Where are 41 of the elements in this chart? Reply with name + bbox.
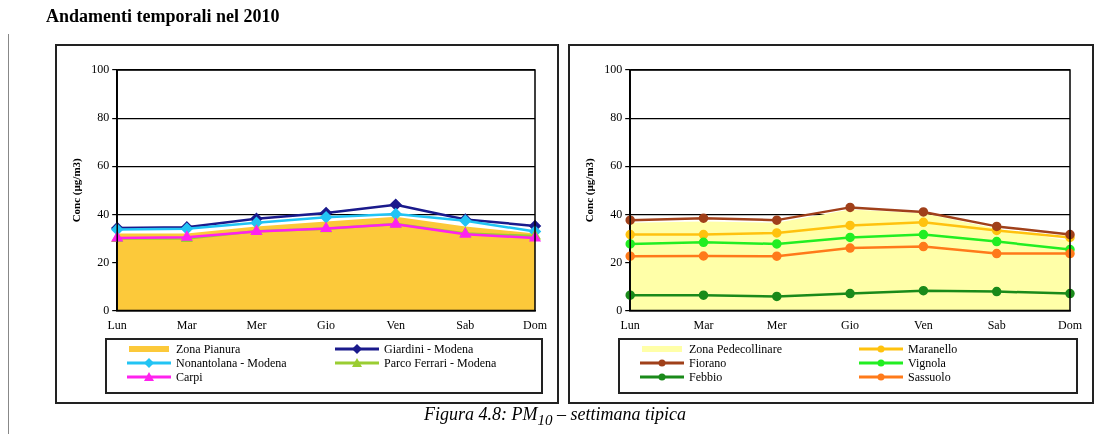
legend-label: Zona Pianura [176,341,241,357]
x-tick-label: Ven [914,317,933,332]
y-tick-label: 80 [97,110,110,125]
y-tick-label: 0 [616,302,623,317]
y-tick-label: 60 [97,158,110,173]
x-tick-label: Gio [317,317,336,332]
x-tick-label: Lun [620,317,640,332]
text: Figura 4.8: PM$_{10}$ – settimana tipica [423,404,687,429]
x-tick-label: Lun [107,317,127,332]
legend-label: Sassuolo [908,369,951,385]
y-tick-label: 40 [97,206,110,221]
legend-label: Febbio [689,369,723,385]
y-tick-label: 40 [610,206,623,221]
y-tick-label: 100 [91,62,110,77]
legend-label: Vignola [908,355,946,371]
x-tick-label: Dom [523,317,548,332]
legend-label: Parco Ferrari - Modena [384,355,497,371]
legend-label: Giardini - Modena [384,341,474,357]
legend-label: Fiorano [689,355,727,371]
y-tick-label: 20 [610,254,623,269]
x-tick-label: Dom [1058,317,1083,332]
x-tick-label: Gio [841,317,860,332]
legend-label: Nonantolana - Modena [176,355,287,371]
y-tick-label: 0 [103,302,110,317]
x-tick-label: Sab [987,317,1006,332]
y-tick-label: 20 [97,254,110,269]
legend-label: Maranello [908,341,958,357]
x-tick-label: Mar [693,317,714,332]
x-tick-label: Mer [246,317,267,332]
x-tick-label: Ven [386,317,406,332]
y-tick-label: 100 [604,62,623,77]
x-tick-label: Mar [176,317,197,332]
x-tick-label: Sab [456,317,475,332]
y-tick-label: 60 [610,158,623,173]
legend-label: Zona Pedecollinare [689,341,782,357]
x-tick-label: Mer [766,317,787,332]
y-axis-title: Conc (µg/m3) [70,157,84,223]
chart-title: Andamenti temporali nel 2010 [46,6,280,27]
y-tick-label: 80 [610,110,623,125]
y-axis-title: Conc (µg/m3) [583,157,597,223]
legend-label: Carpi [176,369,203,385]
